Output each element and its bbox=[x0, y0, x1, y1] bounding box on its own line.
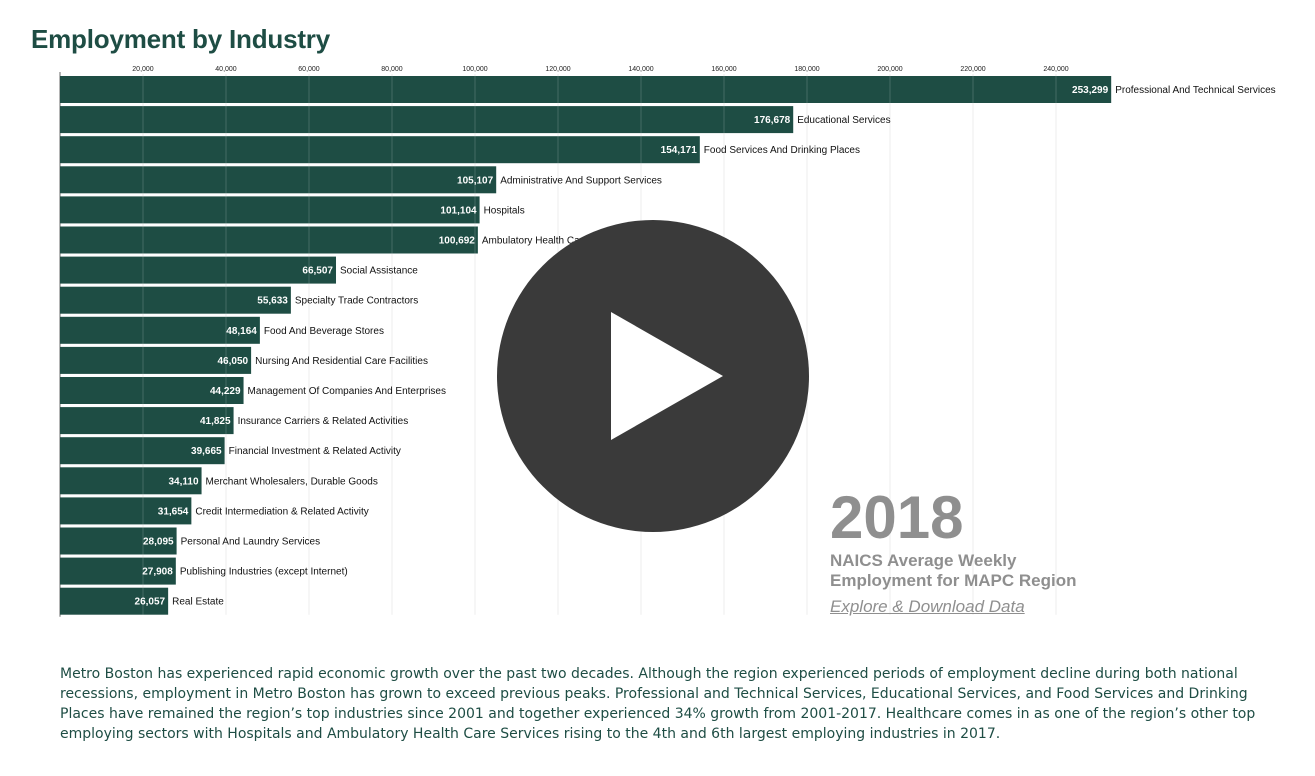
bar bbox=[60, 316, 260, 344]
bar bbox=[60, 377, 244, 404]
bar bbox=[60, 196, 480, 224]
x-tick-label: 180,000 bbox=[794, 66, 819, 73]
x-tick-label: 220,000 bbox=[960, 66, 985, 73]
bar bbox=[60, 256, 337, 284]
bar-category-label: Administrative And Support Services bbox=[500, 175, 662, 186]
x-tick-label: 20,000 bbox=[132, 66, 154, 73]
description-paragraph: Metro Boston has experienced rapid econo… bbox=[60, 666, 1256, 742]
bar-category-label: Ambulatory Health Care Services bbox=[482, 236, 630, 247]
x-tick-label: 100,000 bbox=[462, 66, 487, 73]
x-tick-label: 140,000 bbox=[628, 66, 653, 73]
bar-category-label: Professional And Technical Services bbox=[1115, 85, 1275, 96]
bar-value-label: 55,633 bbox=[257, 296, 288, 307]
bar-category-label: Food Services And Drinking Places bbox=[704, 145, 860, 156]
bar bbox=[60, 166, 497, 194]
bar-value-label: 41,825 bbox=[200, 416, 231, 427]
bar bbox=[60, 437, 225, 465]
bar-category-label: Nursing And Residential Care Facilities bbox=[255, 356, 428, 367]
bar-value-label: 46,050 bbox=[218, 356, 249, 367]
bar-value-label: 28,095 bbox=[143, 537, 174, 548]
bar-category-label: Management Of Companies And Enterprises bbox=[248, 386, 446, 397]
bar bbox=[60, 286, 291, 314]
bar bbox=[60, 407, 234, 435]
bar bbox=[60, 106, 794, 134]
bar-category-label: Personal And Laundry Services bbox=[181, 537, 321, 548]
bar-value-label: 48,164 bbox=[226, 326, 257, 337]
year-display: 2018 bbox=[830, 484, 964, 551]
bar-value-label: 100,692 bbox=[439, 236, 476, 247]
bar-value-label: 66,507 bbox=[302, 266, 333, 277]
bar-category-label: Food And Beverage Stores bbox=[264, 326, 384, 337]
chart-subtitle-line-1: NAICS Average Weekly bbox=[830, 551, 1017, 570]
bar-category-label: Merchant Wholesalers, Durable Goods bbox=[206, 476, 378, 487]
bar-category-label: Credit Intermediation & Related Activity bbox=[195, 506, 368, 517]
gridlines-overlay bbox=[142, 76, 1057, 615]
bar bbox=[60, 136, 700, 164]
x-tick-label: 40,000 bbox=[215, 66, 237, 73]
bar-category-label: Real Estate bbox=[172, 597, 224, 608]
bars bbox=[60, 76, 1112, 615]
bar bbox=[60, 587, 169, 615]
page-title: Employment by Industry bbox=[31, 24, 330, 54]
x-tick-label: 60,000 bbox=[298, 66, 320, 73]
bar-value-label: 26,057 bbox=[135, 597, 166, 608]
bar-category-label: Educational Services bbox=[797, 115, 890, 126]
bar-value-label: 31,654 bbox=[158, 506, 189, 517]
x-tick-label: 240,000 bbox=[1043, 66, 1068, 73]
bar-value-label: 253,299 bbox=[1072, 85, 1109, 96]
bar-value-label: 176,678 bbox=[754, 115, 791, 126]
bar-value-label: 44,229 bbox=[210, 386, 241, 397]
bar-value-label: 105,107 bbox=[457, 175, 494, 186]
bar-labels: 253,299 Professional And Technical Servic… bbox=[135, 85, 1276, 608]
bar-value-label: 154,171 bbox=[661, 145, 698, 156]
play-icon[interactable] bbox=[497, 220, 809, 532]
bar bbox=[60, 467, 202, 495]
bar-category-label: Specialty Trade Contractors bbox=[295, 296, 418, 307]
bar-value-label: 27,908 bbox=[142, 567, 173, 578]
chart-subtitle-line-2: Employment for MAPC Region bbox=[830, 571, 1077, 590]
bar bbox=[60, 346, 252, 374]
play-button[interactable] bbox=[497, 220, 809, 532]
bar-value-label: 34,110 bbox=[169, 476, 199, 487]
x-tick-label: 160,000 bbox=[711, 66, 736, 73]
bar bbox=[60, 557, 176, 585]
x-axis-ticks: 20,000 40,000 60,000 80,000 100,000 120,000 14… bbox=[132, 66, 1068, 73]
employment-bar-chart: 20,000 40,000 60,000 80,000 100,000 120,000 14… bbox=[59, 66, 1276, 617]
x-tick-label: 120,000 bbox=[545, 66, 570, 73]
bar-category-label: Insurance Carriers & Related Activities bbox=[238, 416, 409, 427]
bar-value-label: 101,104 bbox=[440, 205, 477, 216]
bar bbox=[60, 226, 478, 254]
gridlines bbox=[142, 74, 1057, 615]
bar bbox=[60, 497, 192, 525]
bar-category-label: Social Assistance bbox=[340, 266, 418, 277]
bar-value-label: 39,665 bbox=[191, 446, 222, 457]
bar-category-label: Financial Investment & Related Activity bbox=[229, 446, 401, 457]
bar-category-label: Publishing Industries (except Internet) bbox=[180, 567, 348, 578]
bar-category-label: Hospitals bbox=[484, 205, 525, 216]
explore-download-link[interactable]: Explore & Download Data bbox=[830, 597, 1025, 616]
x-tick-label: 200,000 bbox=[877, 66, 902, 73]
x-tick-label: 80,000 bbox=[381, 66, 403, 73]
bar bbox=[60, 76, 1112, 103]
bar bbox=[60, 527, 177, 555]
